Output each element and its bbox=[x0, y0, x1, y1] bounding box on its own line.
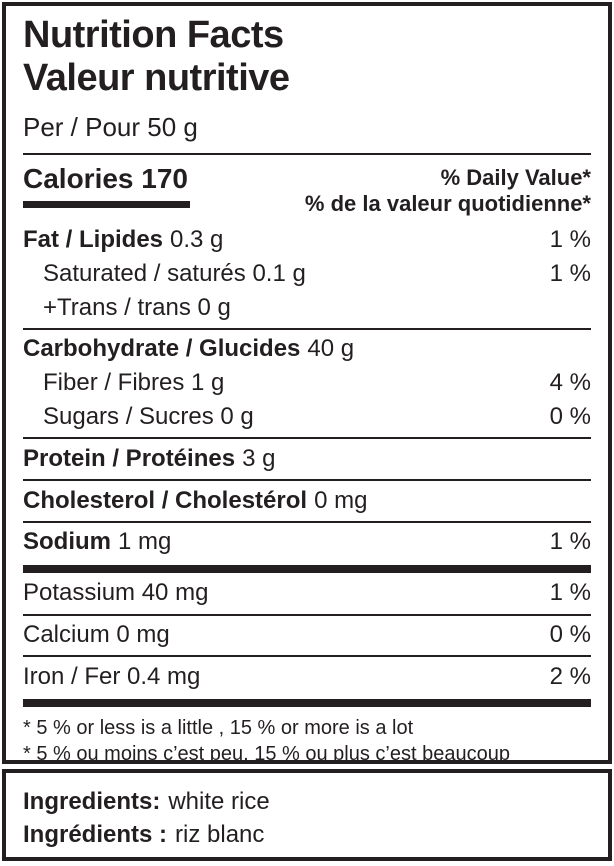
nutrient-amount: Iron / Fer 0.4 mg bbox=[23, 662, 201, 690]
nutrient-amount: 40 g bbox=[307, 335, 355, 363]
daily-value-percent: 1 % bbox=[549, 528, 591, 556]
daily-value-header-en: % Daily Value* bbox=[440, 164, 591, 190]
nutrient-name-bold: Cholesterol / Cholestérol bbox=[23, 486, 308, 514]
nutrient-name: Calcium 0 mg bbox=[23, 621, 170, 650]
nutrient-row: Saturated / saturés 0.1 g 1 % bbox=[23, 257, 591, 291]
footnote-fr: * 5 % ou moins c’est peu, 15 % ou plus c… bbox=[23, 742, 510, 764]
nutrient-row: Sodium 1 mg 1 % bbox=[23, 526, 591, 560]
nutrient-name: +Trans / trans 0 g bbox=[43, 294, 231, 323]
ingredients-line-en: Ingredients: white rice bbox=[23, 785, 591, 818]
ingredients-value-en: white rice bbox=[168, 788, 270, 815]
nutrient-amount: 3 g bbox=[242, 444, 276, 472]
divider-thin bbox=[23, 327, 591, 330]
nutrient-amount: Calcium 0 mg bbox=[23, 621, 170, 649]
daily-value-percent: 4 % bbox=[549, 369, 591, 397]
divider-thin bbox=[23, 437, 591, 440]
serving-size: Per / Pour 50 g bbox=[23, 111, 198, 142]
daily-value-percent: 2 % bbox=[549, 662, 591, 690]
nutrient-amount: Potassium 40 mg bbox=[23, 579, 209, 607]
nutrient-amount: Sugars / Sucres 0 g bbox=[43, 403, 254, 431]
ingredients-label-fr: Ingrédients : bbox=[23, 821, 168, 849]
nutrient-name-bold: Fat / Lipides bbox=[23, 226, 164, 254]
calories-header: Calories 170 % Daily Value* % de la vale… bbox=[23, 163, 591, 218]
daily-value-percent: 1 % bbox=[549, 259, 591, 287]
label-title-fr: Valeur nutritive bbox=[23, 56, 290, 99]
nutrient-name: Potassium 40 mg bbox=[23, 579, 208, 608]
nutrient-amount: 0.3 g bbox=[170, 226, 224, 254]
nutrient-row: Potassium 40 mg 1 % bbox=[23, 577, 591, 611]
nutrient-amount: Fiber / Fibres 1 g bbox=[43, 369, 225, 397]
nutrient-rows: Fat / Lipides 0.3 g 1 % Saturated / satur… bbox=[23, 224, 591, 708]
nutrient-row: Protein / Protéines 3 g bbox=[23, 442, 591, 476]
nutrient-amount: Saturated / saturés 0.1 g bbox=[43, 259, 306, 287]
daily-value-percent: 0 % bbox=[549, 621, 591, 649]
nutrient-row: Cholesterol / Cholestérol 0 mg bbox=[23, 484, 591, 518]
nutrient-name-bold: Sodium bbox=[23, 528, 111, 556]
nutrient-amount: 0 mg bbox=[314, 486, 368, 514]
divider-thick bbox=[23, 699, 591, 708]
divider-thin bbox=[23, 520, 591, 523]
nutrient-row: Carbohydrate / Glucides 40 g bbox=[23, 333, 591, 367]
ingredients-label-en: Ingredients: bbox=[23, 788, 161, 815]
nutrient-name: Saturated / saturés 0.1 g bbox=[43, 260, 306, 289]
ingredients-line-fr: Ingrédients : riz blanc bbox=[23, 818, 591, 851]
nutrient-row: Calcium 0 mg 0 % bbox=[23, 619, 591, 653]
divider-thin bbox=[23, 479, 591, 482]
nutrient-name-bold: Protein / Protéines bbox=[23, 444, 236, 472]
nutrient-name: Carbohydrate / Glucides 40 g bbox=[23, 335, 354, 364]
nutrient-row: Sugars / Sucres 0 g 0 % bbox=[23, 401, 591, 435]
nutrient-name: Protein / Protéines 3 g bbox=[23, 445, 275, 474]
nutrient-name: Cholesterol / Cholestérol 0 mg bbox=[23, 487, 367, 516]
daily-value-percent: 1 % bbox=[549, 579, 591, 607]
nutrition-facts-label: Nutrition Facts Valeur nutritive Per / P… bbox=[2, 2, 612, 764]
label-title-en: Nutrition Facts bbox=[23, 14, 284, 56]
nutrient-name: Sodium 1 mg bbox=[23, 528, 171, 557]
footnote-en: * 5 % or less is a little , 15 % or more… bbox=[23, 717, 414, 740]
nutrient-row: +Trans / trans 0 g bbox=[23, 291, 591, 325]
calories-value: Calories 170 bbox=[23, 163, 190, 208]
nutrient-name: Iron / Fer 0.4 mg bbox=[23, 663, 200, 692]
daily-value-percent: 1 % bbox=[549, 226, 591, 254]
nutrient-amount: 1 mg bbox=[118, 528, 172, 556]
nutrient-name: Fiber / Fibres 1 g bbox=[43, 369, 224, 398]
divider-thin bbox=[23, 152, 591, 155]
nutrient-row: Fiber / Fibres 1 g 4 % bbox=[23, 367, 591, 401]
divider-thin bbox=[23, 613, 591, 616]
divider-thin bbox=[23, 655, 591, 658]
nutrient-name: Sugars / Sucres 0 g bbox=[43, 403, 254, 432]
nutrient-row: Fat / Lipides 0.3 g 1 % bbox=[23, 224, 591, 258]
nutrient-name: Fat / Lipides 0.3 g bbox=[23, 226, 223, 255]
footnotes: * 5 % or less is a little , 15 % or more… bbox=[23, 716, 591, 764]
ingredients-box: Ingredients: white rice Ingrédients : riz … bbox=[2, 769, 612, 861]
divider-thick bbox=[23, 564, 591, 573]
label-title: Nutrition Facts Valeur nutritive bbox=[23, 14, 591, 100]
nutrient-amount: +Trans / trans 0 g bbox=[43, 293, 231, 321]
nutrient-row: Iron / Fer 0.4 mg 2 % bbox=[23, 660, 591, 694]
nutrient-name-bold: Carbohydrate / Glucides bbox=[23, 335, 301, 363]
daily-value-header: % Daily Value* % de la valeur quotidienn… bbox=[305, 163, 591, 218]
ingredients-value-fr: riz blanc bbox=[175, 821, 265, 849]
daily-value-header-fr: % de la valeur quotidienne* bbox=[304, 191, 591, 217]
daily-value-percent: 0 % bbox=[549, 403, 591, 431]
